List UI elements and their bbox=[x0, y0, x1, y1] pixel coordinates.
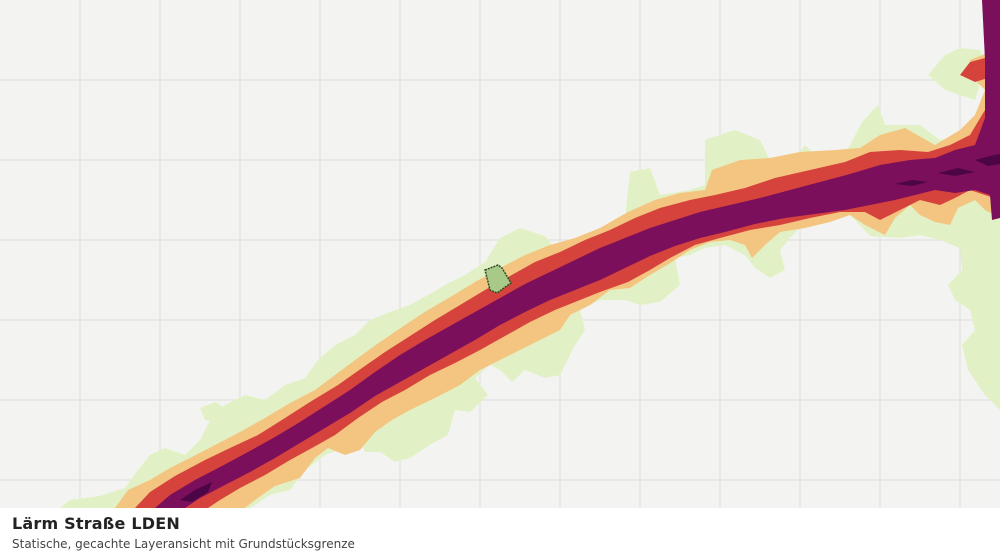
noise-map bbox=[0, 0, 1000, 508]
noise-zone-very-high bbox=[155, 0, 1000, 508]
noise-zone-highest bbox=[180, 154, 1000, 502]
layer-subtitle: Statische, gecachte Layeransicht mit Gru… bbox=[12, 537, 355, 551]
property-boundary[interactable] bbox=[484, 264, 512, 294]
map-caption: Lärm Straße LDEN Statische, gecachte Lay… bbox=[0, 508, 1000, 560]
layer-title: Lärm Straße LDEN bbox=[12, 514, 180, 533]
map-view[interactable] bbox=[0, 0, 1000, 508]
